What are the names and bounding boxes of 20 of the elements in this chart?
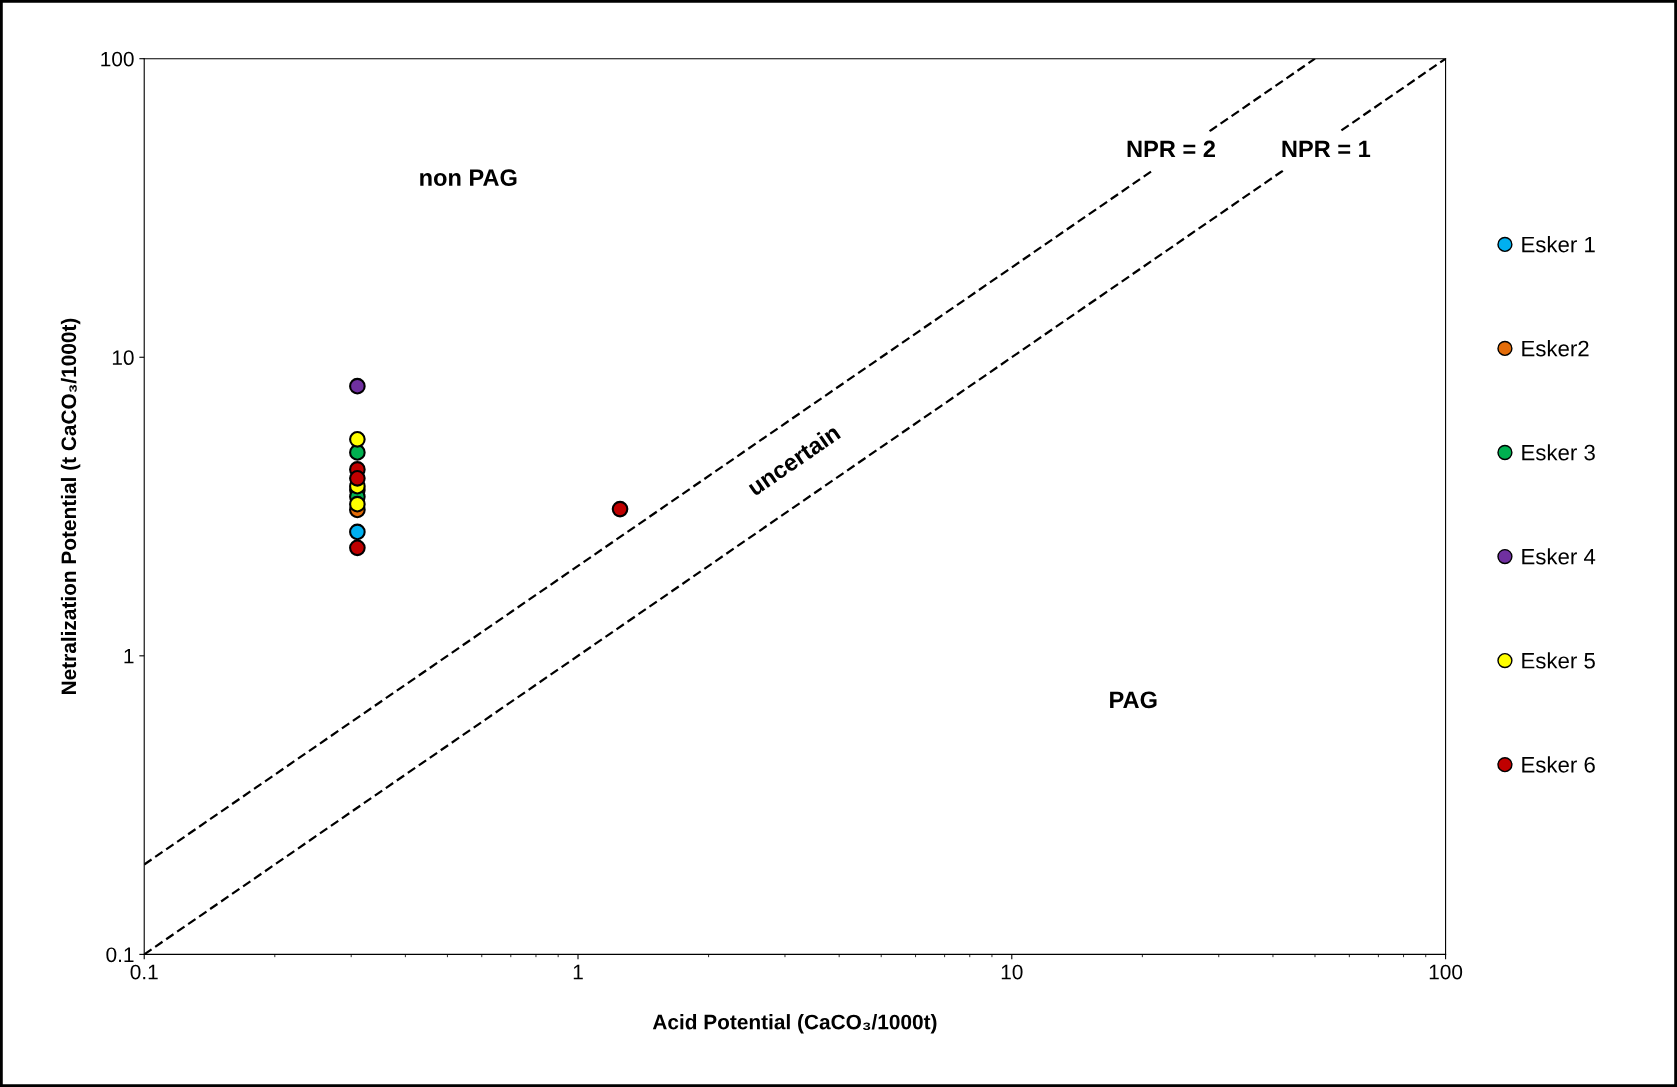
y-tick-label: 0.1: [106, 947, 134, 963]
annotation: NPR = 1: [1282, 140, 1371, 158]
annotation: non PAG: [420, 169, 517, 186]
legend-label: Esker 4: [1522, 548, 1596, 565]
annotation: NPR = 2: [1127, 140, 1215, 158]
x-tick-label: 1: [573, 964, 583, 980]
x-tick-label: 100: [1429, 964, 1463, 980]
legend-label: Esker 3: [1522, 444, 1595, 461]
y-tick-label: 10: [112, 350, 134, 366]
x-axis-title: Acid Potential (CaCO₃/1000t): [652, 1014, 937, 1034]
annotation: PAG: [1110, 691, 1157, 709]
x-tick-label: 0.1: [130, 964, 158, 980]
legend-label: Esker 5: [1522, 652, 1595, 669]
legend-label: Esker 6: [1522, 756, 1595, 773]
y-axis-title: Netralization Potential (t CaCO₃/1000t): [60, 318, 81, 695]
legend-label: Esker 1: [1522, 236, 1595, 253]
y-tick-label: 100: [101, 51, 134, 67]
legend-label: Esker2: [1522, 340, 1589, 357]
x-tick-label: 10: [1001, 964, 1023, 980]
y-tick-label: 1: [124, 649, 134, 664]
